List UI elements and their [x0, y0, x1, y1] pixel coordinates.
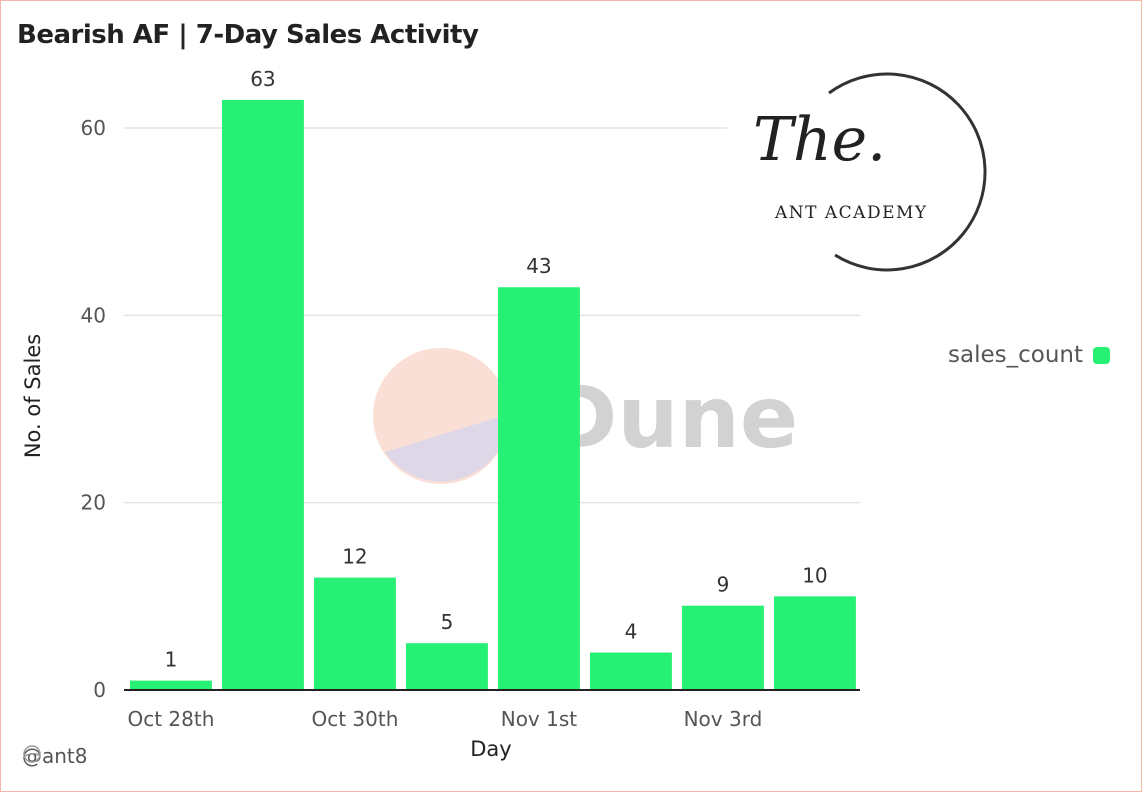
- bar-value-label: 4: [625, 620, 638, 644]
- bar-value-label: 63: [250, 67, 275, 91]
- y-axis-label: No. of Sales: [21, 334, 45, 458]
- legend-swatch: [1093, 346, 1110, 364]
- ant-academy-logo: The. ANT ACADEMY: [745, 65, 1005, 275]
- legend-label: sales_count: [948, 342, 1083, 368]
- logo-script-text: The.: [753, 105, 887, 175]
- footer-attribution[interactable]: @ant8: [22, 744, 88, 768]
- logo-ring-icon: [828, 72, 987, 272]
- x-tick-label: Nov 3rd: [684, 707, 763, 731]
- legend[interactable]: sales_count: [948, 342, 1110, 368]
- y-tick-label: 40: [81, 303, 106, 327]
- logo-subtitle: ANT ACADEMY: [775, 203, 928, 223]
- bar-value-label: 9: [717, 573, 730, 597]
- watermark-text: Dune: [546, 368, 799, 468]
- bar[interactable]: [130, 680, 212, 690]
- bar-value-label: 43: [526, 254, 551, 278]
- bar[interactable]: [222, 99, 304, 690]
- x-axis-label: Day: [470, 737, 511, 761]
- bar-value-label: 1: [165, 648, 178, 672]
- footer-handle: @ant8: [22, 744, 88, 768]
- bar-value-label: 10: [802, 563, 827, 587]
- x-tick-label: Oct 28th: [127, 707, 214, 731]
- bar[interactable]: [590, 652, 672, 690]
- bar-value-label: 5: [441, 610, 454, 634]
- x-tick-label: Nov 1st: [501, 707, 578, 731]
- bar[interactable]: [774, 596, 856, 690]
- y-tick-label: 0: [93, 678, 106, 702]
- bar[interactable]: [498, 287, 580, 690]
- x-tick-label: Oct 30th: [311, 707, 398, 731]
- watermark-logo-icon: [373, 348, 509, 484]
- bar[interactable]: [682, 605, 764, 690]
- bar-value-label: 12: [342, 545, 367, 569]
- bar[interactable]: [406, 643, 488, 690]
- bar[interactable]: [314, 577, 396, 690]
- chart-title: Bearish AF | 7-Day Sales Activity: [17, 20, 479, 50]
- y-tick-label: 60: [81, 116, 106, 140]
- y-tick-label: 20: [81, 491, 106, 515]
- dune-logo-icon: [23, 745, 41, 763]
